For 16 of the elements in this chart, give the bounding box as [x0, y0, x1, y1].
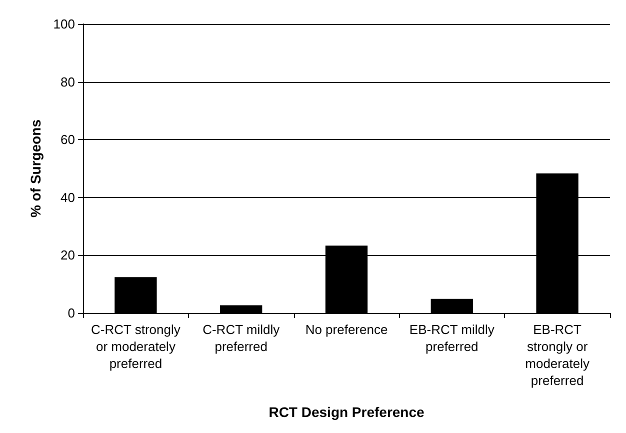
bar	[114, 277, 157, 313]
y-tick-label: 40	[60, 190, 75, 205]
bar	[220, 305, 262, 313]
bar	[430, 298, 473, 313]
x-tick-label: EB-RCT mildly preferred	[409, 322, 495, 354]
x-axis-title: RCT Design Preference	[268, 404, 425, 420]
y-tick-label: 0	[68, 306, 75, 320]
y-tick-label: 20	[60, 248, 75, 263]
x-tick-label: No preference	[305, 322, 388, 337]
x-tick-label: C-RCT mildly preferred	[202, 322, 280, 354]
x-tick-label: C-RCT strongly or moderately preferred	[91, 322, 181, 371]
y-tick-label: 100	[53, 16, 75, 32]
y-axis-title: % of Surgeons	[27, 119, 44, 218]
y-tick-label: 60	[60, 132, 75, 148]
y-tick-label: 80	[60, 74, 75, 90]
x-tick-label: EB-RCT strongly or moderately preferred	[525, 322, 590, 388]
